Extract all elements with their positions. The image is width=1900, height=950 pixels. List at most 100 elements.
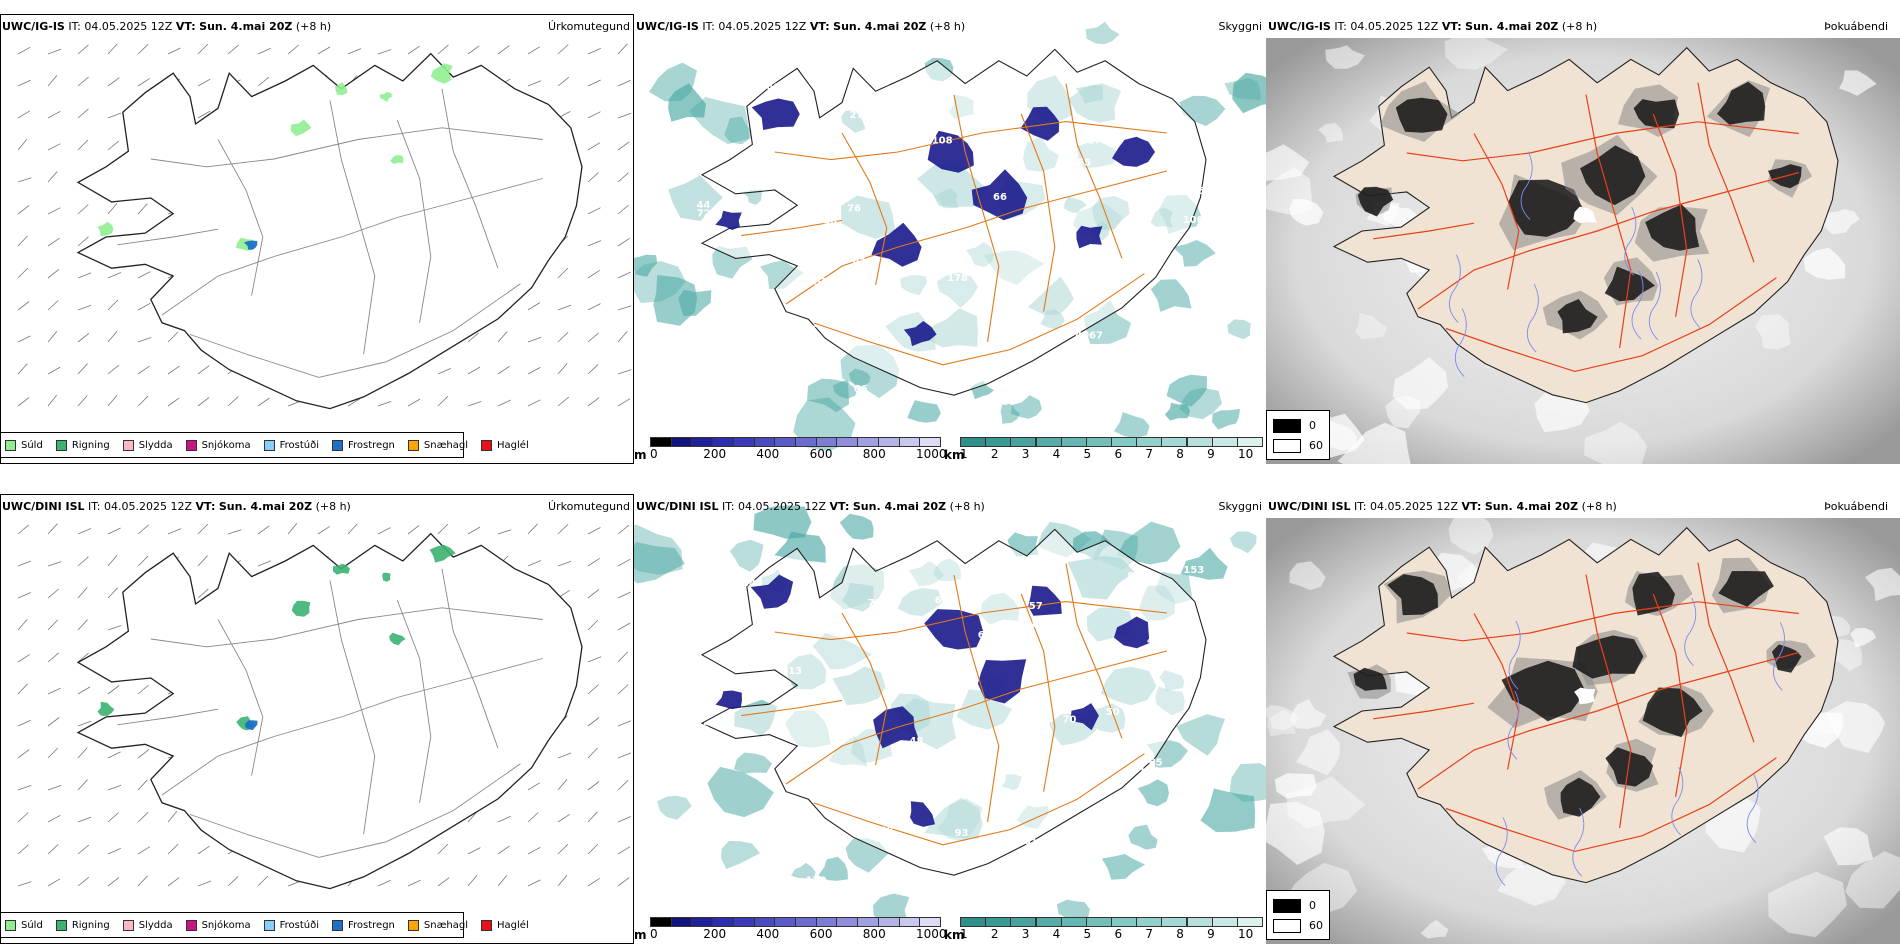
model-name: UWC/IG-IS — [636, 20, 699, 33]
precip-legend-swatch — [185, 919, 197, 931]
wind-barb — [617, 524, 630, 535]
panel-header: UWC/IG-IS IT: 04.05.2025 12Z VT: Sun. 4.… — [634, 14, 965, 40]
visibility-value-label: 55 — [1077, 158, 1091, 169]
wind-barb — [47, 561, 62, 567]
precip-legend-item: Haglél — [481, 919, 529, 931]
wind-barb — [17, 683, 28, 695]
low-visibility-area — [1200, 788, 1256, 832]
colorbar-segment — [753, 917, 776, 927]
visibility-value-label: 53 — [1091, 271, 1105, 282]
fog-field — [1850, 627, 1877, 648]
wind-barb — [107, 364, 120, 375]
fog-field — [1337, 422, 1411, 464]
road-line — [117, 228, 219, 246]
colorbar-segment — [670, 917, 693, 927]
river-line — [1572, 807, 1585, 877]
visibility-value-label: 46 — [695, 722, 709, 733]
vt-value: Sun. 4.mai 20Z — [1484, 500, 1579, 513]
colorbar-tick: 1 — [960, 927, 968, 941]
wind-barb — [617, 846, 631, 855]
wind-barb — [197, 588, 209, 599]
wind-barb — [557, 843, 569, 855]
road-line — [785, 170, 1167, 305]
river-line — [1684, 597, 1697, 667]
colorbar-segment — [919, 437, 941, 447]
wind-barb — [47, 747, 59, 759]
map-frame — [0, 494, 634, 944]
wind-barb — [47, 619, 58, 631]
lead-time: (+8 h) — [295, 20, 332, 33]
precip-legend-label: Slydda — [138, 919, 173, 931]
colorbar-tick: 800 — [862, 927, 886, 941]
colorbar-tick: 6 — [1114, 927, 1123, 941]
wind-barb — [617, 780, 629, 791]
visibility-value-label: 63 — [903, 672, 917, 683]
wind-barb — [557, 779, 568, 791]
wind-barb — [587, 332, 599, 343]
wind-barb — [197, 880, 212, 887]
river-line — [1690, 259, 1703, 328]
wind-barb — [587, 843, 599, 855]
road-line — [217, 619, 264, 776]
colorbar-segment — [1136, 437, 1163, 447]
precip-legend-swatch — [481, 919, 493, 931]
precip-legend-swatch — [407, 439, 419, 451]
wind-barb — [557, 76, 570, 87]
precip-legend-label: Snjókoma — [201, 919, 251, 931]
wind-barb — [137, 271, 151, 279]
wind-barb — [47, 687, 61, 695]
precip-legend-swatch — [122, 919, 134, 931]
visibility-panel: 59 46 67 53 108 42 44 49 65 69 72 66 96 73 87 72 95 76 46 6… — [634, 14, 1266, 464]
fog-field — [1420, 919, 1449, 939]
it-value: 04.05.2025 12Z — [1350, 20, 1439, 33]
wind-barb — [527, 846, 541, 855]
road-line — [1065, 83, 1123, 259]
precip-legend-item: Haglél — [481, 439, 529, 451]
low-visibility-area — [1150, 279, 1192, 312]
precip-legend-label: Frostregn — [348, 919, 395, 931]
wind-barb — [107, 112, 122, 119]
colorbar-segment — [1085, 437, 1112, 447]
visibility-value-label: 87 — [1125, 59, 1139, 70]
wind-barb — [197, 397, 210, 407]
low-visibility-area — [729, 539, 764, 572]
very-low-visibility-area — [751, 98, 800, 130]
wind-barb — [17, 363, 28, 375]
visibility-colorbar-m: m 0 200 400 600 800 1000 — [634, 917, 947, 944]
wind-barb — [137, 875, 148, 887]
wind-barb — [137, 749, 150, 759]
precip-area — [245, 720, 258, 731]
road-network — [741, 563, 1167, 846]
wind-barb — [167, 365, 180, 375]
precip-legend-swatch — [55, 439, 67, 451]
colorbar-segment — [732, 437, 755, 447]
visibility-value-label: 85 — [852, 255, 866, 266]
visibility-value-label: 178 — [947, 273, 968, 284]
low-visibility-area — [1229, 763, 1266, 802]
wind-barb — [617, 752, 632, 759]
wind-barb — [407, 525, 420, 535]
road-line — [1020, 113, 1056, 312]
it-value: 04.05.2025 12Z — [738, 500, 827, 513]
vt-label: VT: — [809, 20, 830, 33]
wind-barb — [197, 555, 208, 567]
wind-barb — [587, 619, 599, 631]
low-visibility-area — [791, 862, 816, 879]
wind-barb — [527, 302, 541, 311]
fog-field — [1821, 209, 1860, 235]
wind-barb — [167, 397, 180, 407]
visibility-value-label: 164 — [1139, 766, 1160, 777]
wind-barb — [557, 813, 570, 823]
wind-barb — [17, 79, 31, 87]
wind-barb — [557, 560, 572, 567]
wind-barb — [107, 587, 118, 599]
very-low-visibility-area — [924, 609, 984, 650]
colorbar-segment — [753, 437, 776, 447]
wind-barb — [17, 267, 29, 279]
wind-barb — [347, 523, 358, 535]
precip-legend-label: Slydda — [138, 439, 173, 451]
fog-field — [1266, 144, 1310, 181]
wind-barb — [197, 78, 211, 87]
wind-barb — [287, 522, 298, 535]
wind-barb — [167, 47, 181, 55]
